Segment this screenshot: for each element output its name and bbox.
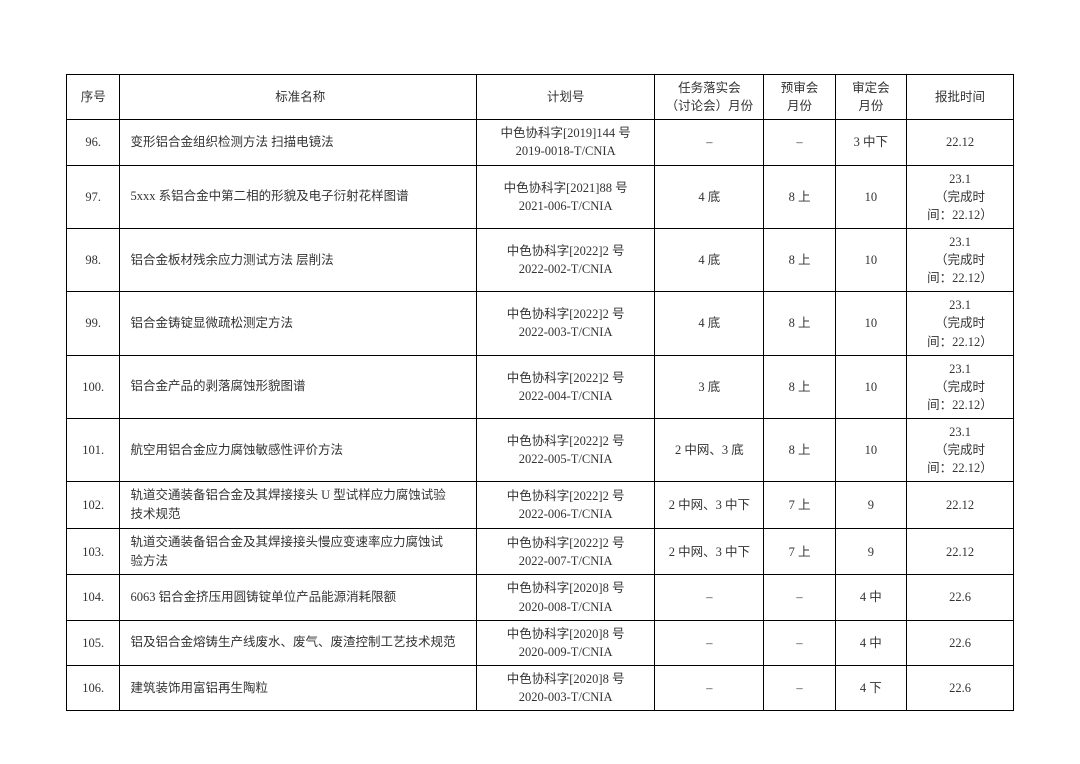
cell-seq: 98. — [67, 228, 120, 291]
cell-m2: 8 上 — [764, 419, 835, 482]
table-row: 99.铝合金铸锭显微疏松测定方法中色协科字[2022]2 号2022-003-T… — [67, 292, 1014, 355]
cell-m2: – — [764, 665, 835, 710]
cell-m4: 22.6 — [907, 575, 1014, 620]
table-row: 98.铝合金板材残余应力测试方法 层削法中色协科字[2022]2 号2022-0… — [67, 228, 1014, 291]
cell-seq: 102. — [67, 482, 120, 529]
cell-m4: 22.6 — [907, 620, 1014, 665]
cell-m2: 8 上 — [764, 228, 835, 291]
col-name: 标准名称 — [120, 75, 477, 120]
table-row: 102.轨道交通装备铝合金及其焊接接头 U 型试样应力腐蚀试验技术规范中色协科字… — [67, 482, 1014, 529]
cell-m2: – — [764, 620, 835, 665]
cell-m1: – — [655, 575, 764, 620]
cell-m3: 4 中 — [835, 620, 906, 665]
cell-plan: 中色协科字[2020]8 号2020-003-T/CNIA — [476, 665, 654, 710]
cell-plan: 中色协科字[2019]144 号2019-0018-T/CNIA — [476, 120, 654, 165]
cell-m4: 22.6 — [907, 665, 1014, 710]
cell-name: 铝合金板材残余应力测试方法 层削法 — [120, 228, 477, 291]
cell-m2: 8 上 — [764, 355, 835, 418]
col-plan: 计划号 — [476, 75, 654, 120]
cell-m2: 7 上 — [764, 528, 835, 575]
cell-m1: 4 底 — [655, 292, 764, 355]
cell-name: 铝合金铸锭显微疏松测定方法 — [120, 292, 477, 355]
cell-seq: 100. — [67, 355, 120, 418]
cell-seq: 97. — [67, 165, 120, 228]
cell-m1: 2 中网、3 中下 — [655, 528, 764, 575]
table-row: 101.航空用铝合金应力腐蚀敏感性评价方法中色协科字[2022]2 号2022-… — [67, 419, 1014, 482]
cell-m2: 7 上 — [764, 482, 835, 529]
cell-m3: 10 — [835, 355, 906, 418]
cell-name: 轨道交通装备铝合金及其焊接接头 U 型试样应力腐蚀试验技术规范 — [120, 482, 477, 529]
cell-name: 铝合金产品的剥落腐蚀形貌图谱 — [120, 355, 477, 418]
cell-m4: 23.1（完成时间：22.12） — [907, 165, 1014, 228]
cell-name: 建筑装饰用富铝再生陶粒 — [120, 665, 477, 710]
cell-seq: 103. — [67, 528, 120, 575]
table-row: 96.变形铝合金组织检测方法 扫描电镜法中色协科字[2019]144 号2019… — [67, 120, 1014, 165]
cell-m3: 10 — [835, 419, 906, 482]
table-row: 104.6063 铝合金挤压用圆铸锭单位产品能源消耗限额中色协科字[2020]8… — [67, 575, 1014, 620]
cell-m4: 23.1（完成时间：22.12） — [907, 419, 1014, 482]
cell-m2: 8 上 — [764, 165, 835, 228]
cell-m3: 9 — [835, 528, 906, 575]
cell-seq: 101. — [67, 419, 120, 482]
cell-seq: 104. — [67, 575, 120, 620]
col-m2: 预审会月份 — [764, 75, 835, 120]
cell-m1: – — [655, 665, 764, 710]
table-row: 105.铝及铝合金熔铸生产线废水、废气、废渣控制工艺技术规范中色协科字[2020… — [67, 620, 1014, 665]
cell-name: 变形铝合金组织检测方法 扫描电镜法 — [120, 120, 477, 165]
standards-table: 序号 标准名称 计划号 任务落实会（讨论会）月份 预审会月份 审定会月份 报批时… — [66, 74, 1014, 711]
cell-name: 轨道交通装备铝合金及其焊接接头慢应变速率应力腐蚀试验方法 — [120, 528, 477, 575]
cell-m1: – — [655, 620, 764, 665]
cell-m1: 2 中网、3 底 — [655, 419, 764, 482]
cell-m2: 8 上 — [764, 292, 835, 355]
table-row: 106.建筑装饰用富铝再生陶粒中色协科字[2020]8 号2020-003-T/… — [67, 665, 1014, 710]
cell-plan: 中色协科字[2020]8 号2020-008-T/CNIA — [476, 575, 654, 620]
table-row: 103.轨道交通装备铝合金及其焊接接头慢应变速率应力腐蚀试验方法中色协科字[20… — [67, 528, 1014, 575]
cell-m3: 4 下 — [835, 665, 906, 710]
cell-seq: 99. — [67, 292, 120, 355]
cell-m4: 22.12 — [907, 482, 1014, 529]
table-body: 96.变形铝合金组织检测方法 扫描电镜法中色协科字[2019]144 号2019… — [67, 120, 1014, 711]
cell-m1: 2 中网、3 中下 — [655, 482, 764, 529]
cell-m3: 10 — [835, 292, 906, 355]
col-m4: 报批时间 — [907, 75, 1014, 120]
cell-seq: 96. — [67, 120, 120, 165]
cell-m1: – — [655, 120, 764, 165]
cell-m3: 10 — [835, 228, 906, 291]
cell-seq: 105. — [67, 620, 120, 665]
cell-name: 铝及铝合金熔铸生产线废水、废气、废渣控制工艺技术规范 — [120, 620, 477, 665]
col-seq: 序号 — [67, 75, 120, 120]
cell-m3: 3 中下 — [835, 120, 906, 165]
cell-plan: 中色协科字[2022]2 号2022-003-T/CNIA — [476, 292, 654, 355]
cell-m3: 9 — [835, 482, 906, 529]
cell-m4: 23.1（完成时间：22.12） — [907, 355, 1014, 418]
col-m3: 审定会月份 — [835, 75, 906, 120]
cell-name: 6063 铝合金挤压用圆铸锭单位产品能源消耗限额 — [120, 575, 477, 620]
table-header: 序号 标准名称 计划号 任务落实会（讨论会）月份 预审会月份 审定会月份 报批时… — [67, 75, 1014, 120]
table-row: 100.铝合金产品的剥落腐蚀形貌图谱中色协科字[2022]2 号2022-004… — [67, 355, 1014, 418]
cell-plan: 中色协科字[2022]2 号2022-002-T/CNIA — [476, 228, 654, 291]
table-row: 97.5xxx 系铝合金中第二相的形貌及电子衍射花样图谱中色协科字[2021]8… — [67, 165, 1014, 228]
col-m1: 任务落实会（讨论会）月份 — [655, 75, 764, 120]
cell-plan: 中色协科字[2022]2 号2022-004-T/CNIA — [476, 355, 654, 418]
cell-m4: 23.1（完成时间：22.12） — [907, 292, 1014, 355]
cell-plan: 中色协科字[2022]2 号2022-006-T/CNIA — [476, 482, 654, 529]
cell-name: 5xxx 系铝合金中第二相的形貌及电子衍射花样图谱 — [120, 165, 477, 228]
cell-seq: 106. — [67, 665, 120, 710]
cell-m3: 10 — [835, 165, 906, 228]
cell-m4: 22.12 — [907, 528, 1014, 575]
cell-m4: 23.1（完成时间：22.12） — [907, 228, 1014, 291]
cell-m2: – — [764, 120, 835, 165]
cell-m3: 4 中 — [835, 575, 906, 620]
cell-plan: 中色协科字[2022]2 号2022-005-T/CNIA — [476, 419, 654, 482]
cell-plan: 中色协科字[2022]2 号2022-007-T/CNIA — [476, 528, 654, 575]
cell-m1: 4 底 — [655, 228, 764, 291]
cell-plan: 中色协科字[2021]88 号2021-006-T/CNIA — [476, 165, 654, 228]
cell-plan: 中色协科字[2020]8 号2020-009-T/CNIA — [476, 620, 654, 665]
cell-m2: – — [764, 575, 835, 620]
cell-m4: 22.12 — [907, 120, 1014, 165]
cell-m1: 4 底 — [655, 165, 764, 228]
cell-name: 航空用铝合金应力腐蚀敏感性评价方法 — [120, 419, 477, 482]
cell-m1: 3 底 — [655, 355, 764, 418]
